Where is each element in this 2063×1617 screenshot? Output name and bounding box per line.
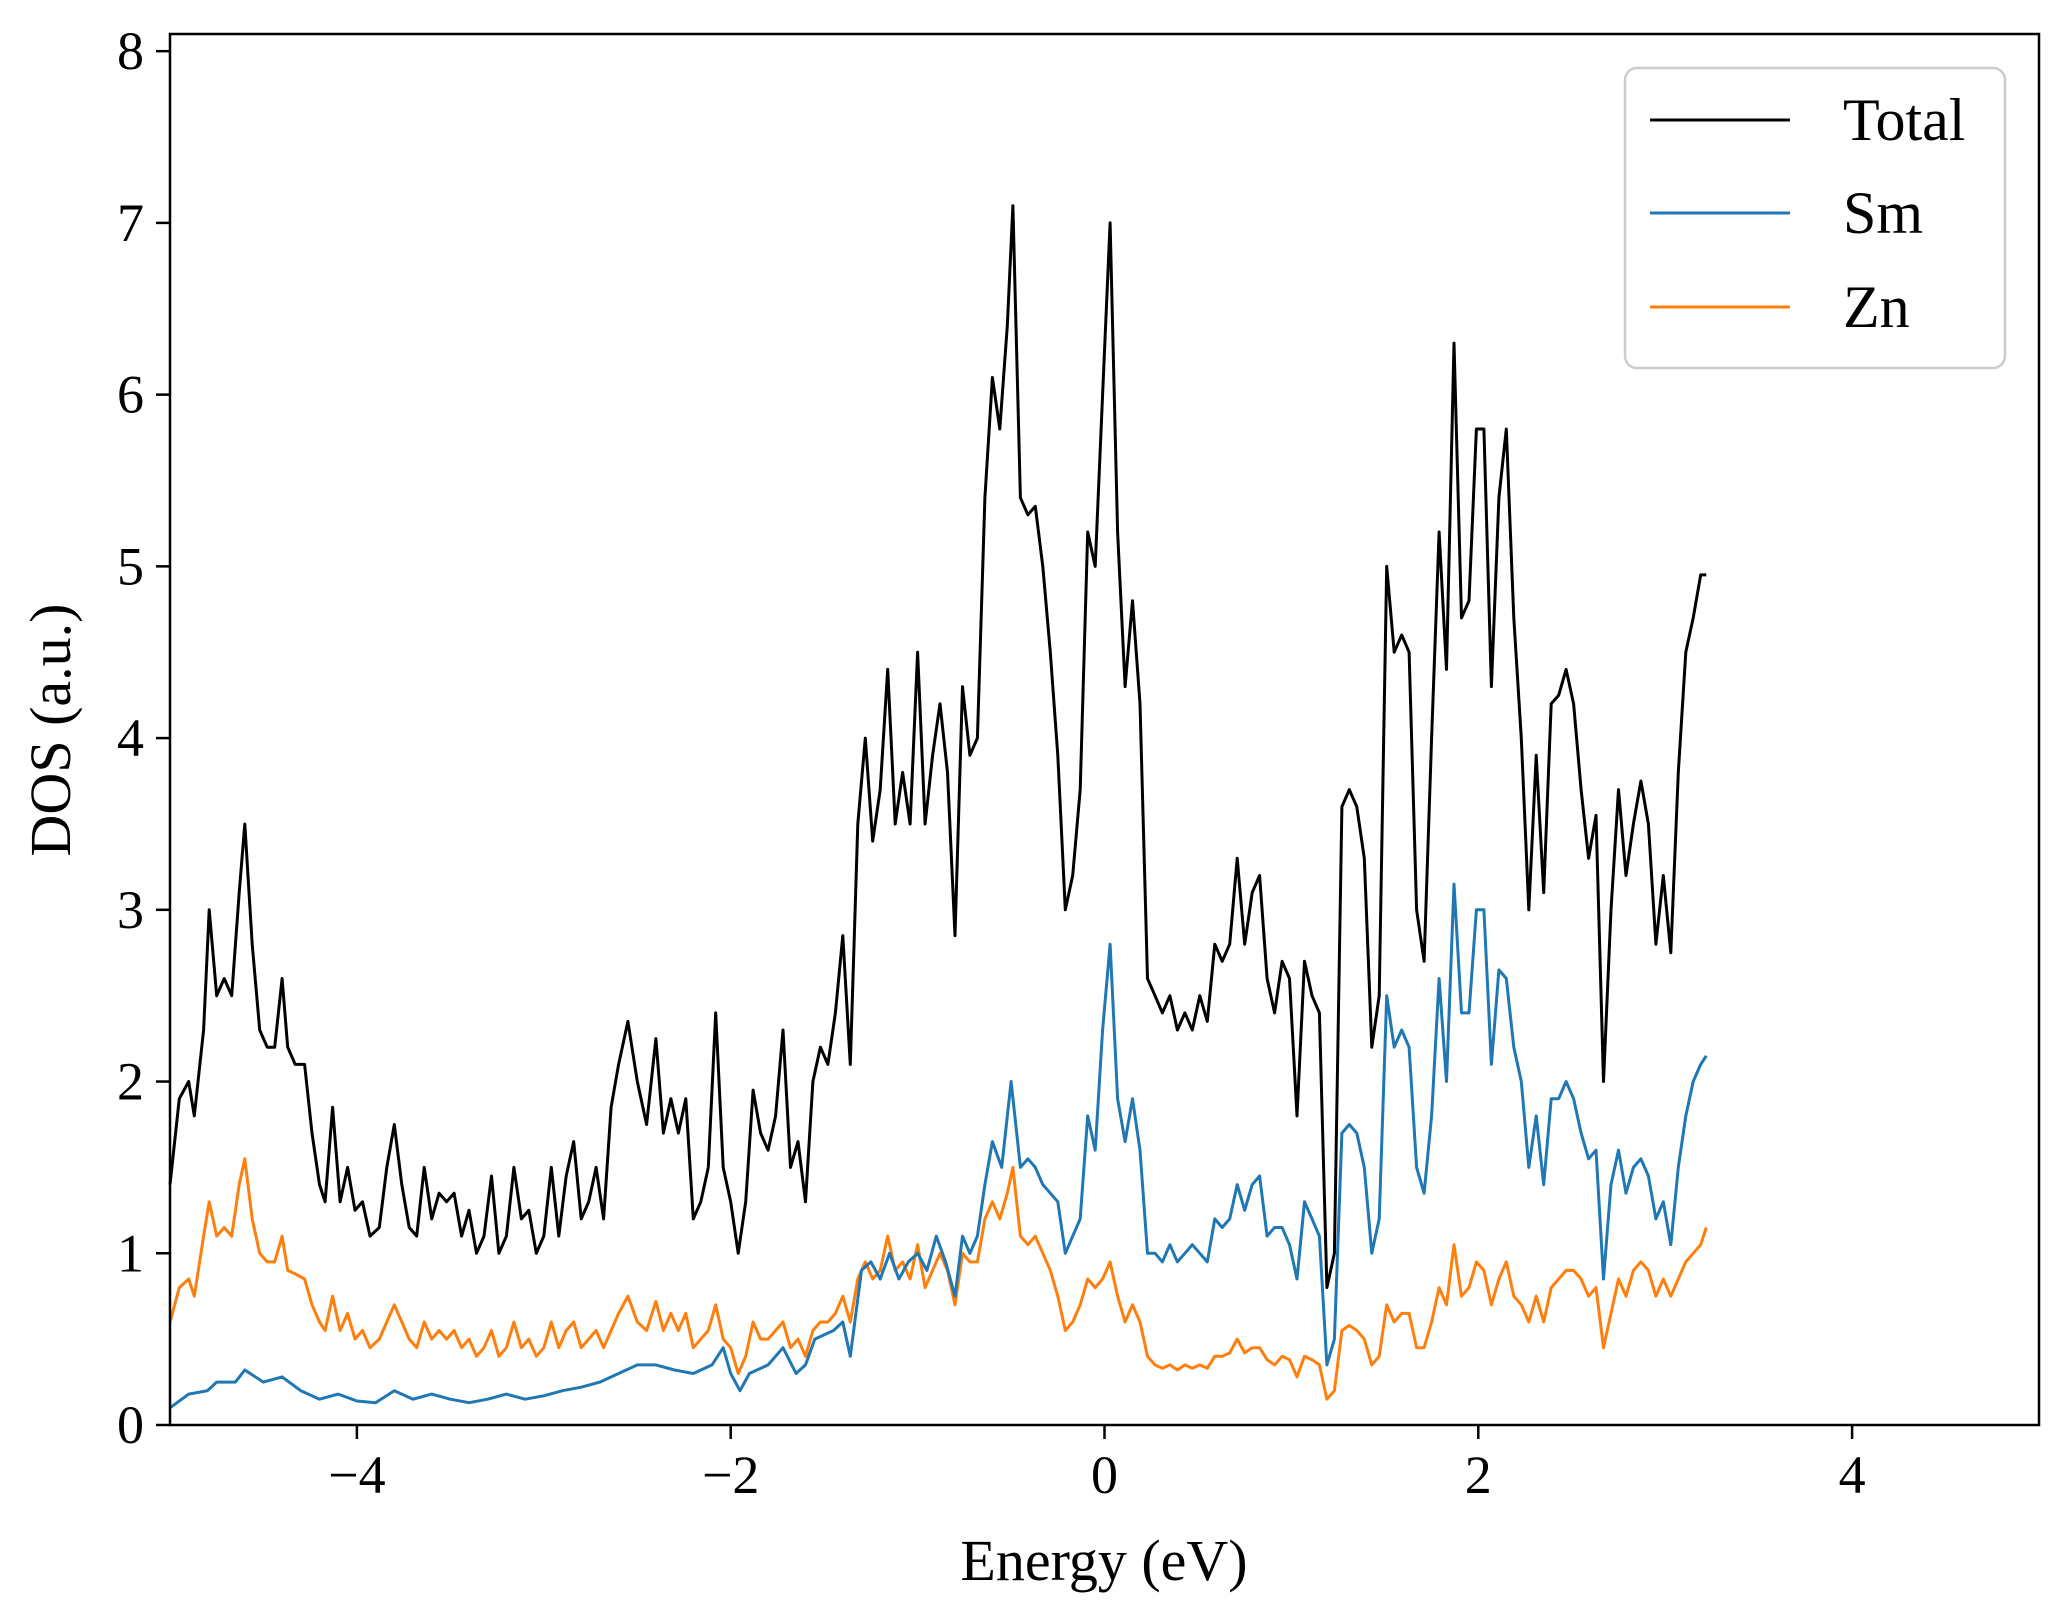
y-axis-label: DOS (a.u.) (18, 604, 83, 857)
x-axis-label: Energy (eV) (960, 1528, 1247, 1593)
y-tick-label: 5 (117, 536, 144, 596)
legend-label-sm: Sm (1843, 180, 1923, 246)
legend: Total Sm Zn (1623, 66, 2007, 370)
y-tick-label: 3 (117, 880, 144, 940)
series-lines (168, 204, 1708, 1410)
legend-label-total: Total (1843, 87, 1965, 153)
series-line-total (168, 204, 1707, 1290)
series-line-sm (169, 882, 1708, 1410)
y-tick-label: 4 (117, 708, 144, 768)
y-tick-label: 2 (117, 1052, 144, 1112)
y-tick-label: 7 (117, 193, 144, 253)
x-tick-label: 0 (1091, 1445, 1118, 1505)
y-tick-label: 1 (117, 1223, 144, 1283)
legend-label-zn: Zn (1843, 274, 1910, 340)
x-tick-label: −4 (328, 1445, 385, 1505)
y-tick-label: 6 (117, 365, 144, 425)
series-line-zn (168, 1157, 1708, 1401)
x-tick-label: 2 (1465, 1445, 1492, 1505)
y-tick-label: 8 (117, 21, 144, 81)
ticks: −4 −2 0 2 4 0 1 2 3 4 5 6 7 8 (117, 21, 1866, 1505)
x-tick-label: −2 (702, 1445, 759, 1505)
x-tick-label: 4 (1839, 1445, 1866, 1505)
y-tick-label: 0 (117, 1395, 144, 1455)
legend-box (1623, 66, 2007, 370)
plot-frame (168, 32, 2041, 1427)
